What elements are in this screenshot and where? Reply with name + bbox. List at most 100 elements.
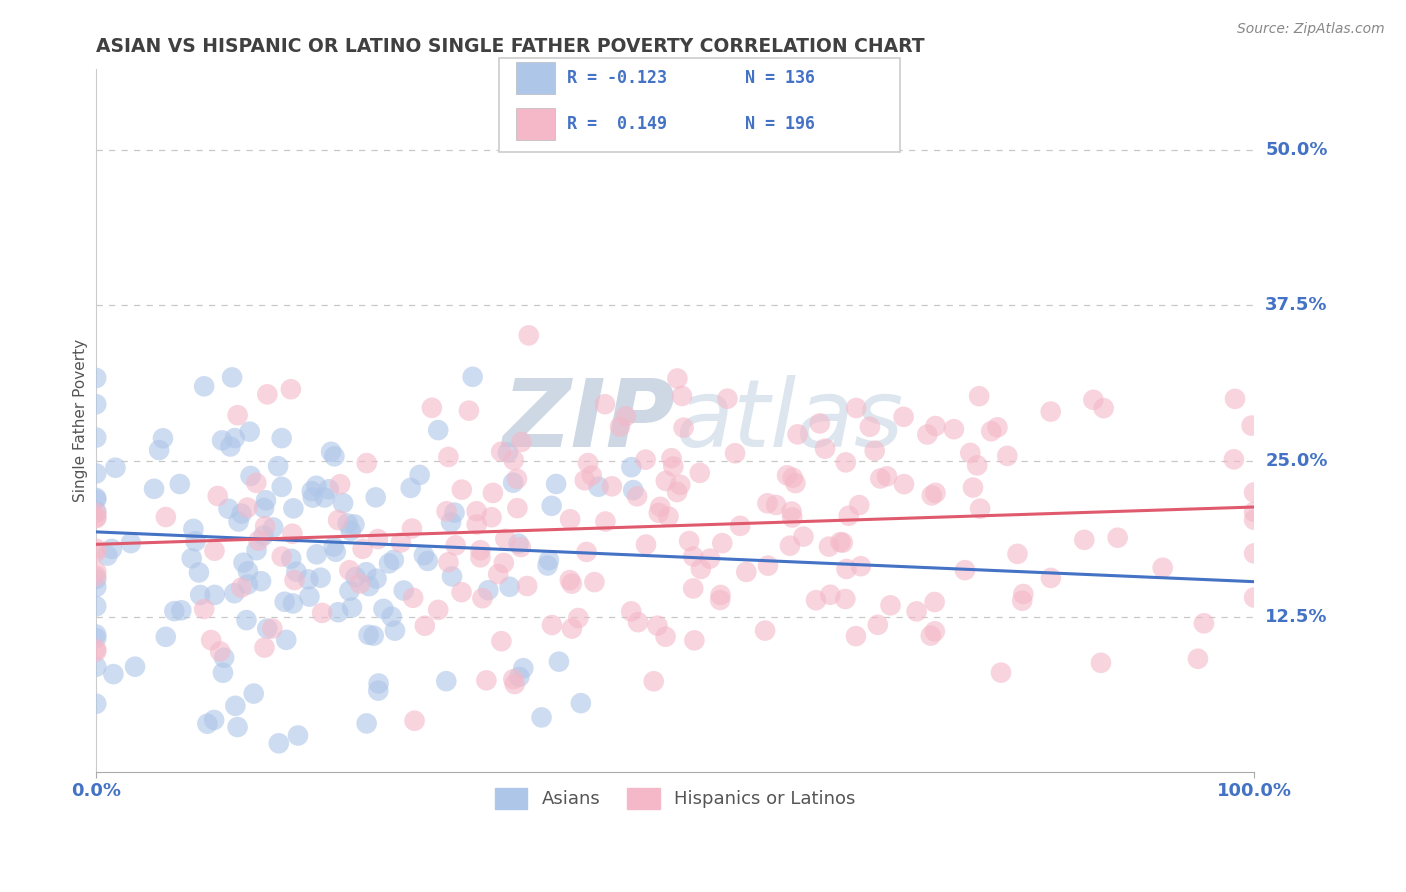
Point [1187, 652, 1209, 666]
Point [402, 591, 425, 605]
Point [1223, 452, 1246, 467]
Point [373, 602, 395, 616]
Point [262, 520, 284, 534]
Point [280, 382, 302, 396]
Point [849, 559, 872, 574]
Point [835, 455, 858, 469]
Point [512, 661, 534, 675]
Point [236, 564, 259, 578]
Point [654, 630, 676, 644]
Point [287, 729, 309, 743]
Point [560, 512, 582, 526]
Point [502, 453, 524, 467]
Point [494, 532, 516, 546]
Point [84, 697, 107, 711]
Point [482, 486, 505, 500]
Point [1092, 401, 1115, 416]
Point [366, 572, 388, 586]
Point [1039, 571, 1062, 585]
Point [325, 545, 347, 559]
Point [583, 575, 606, 590]
Point [966, 458, 988, 473]
Point [124, 659, 146, 673]
Point [84, 506, 107, 520]
Point [84, 642, 107, 657]
Point [1243, 513, 1265, 527]
Point [648, 506, 671, 520]
Point [254, 519, 277, 533]
Point [143, 482, 166, 496]
Point [600, 479, 623, 493]
Point [416, 554, 439, 568]
Point [212, 665, 235, 680]
Point [475, 673, 498, 688]
Point [942, 422, 965, 436]
Point [1192, 616, 1215, 631]
Point [1011, 593, 1033, 607]
Point [765, 498, 787, 512]
Point [301, 484, 323, 499]
Point [155, 630, 177, 644]
Point [382, 553, 405, 567]
Point [84, 431, 107, 445]
Point [820, 588, 842, 602]
Point [671, 389, 693, 403]
Point [716, 392, 738, 406]
Point [404, 714, 426, 728]
Point [226, 720, 249, 734]
Legend: Asians, Hispanics or Latinos: Asians, Hispanics or Latinos [488, 780, 863, 816]
Point [267, 459, 290, 474]
Point [434, 674, 457, 689]
Point [682, 582, 704, 596]
Point [489, 444, 512, 458]
Point [782, 471, 804, 485]
Point [356, 456, 378, 470]
Point [682, 549, 704, 564]
Point [281, 526, 304, 541]
Point [924, 419, 946, 434]
Point [399, 481, 422, 495]
Point [471, 591, 494, 606]
Point [152, 431, 174, 445]
Point [465, 504, 488, 518]
Point [270, 431, 292, 445]
Point [270, 549, 292, 564]
Point [256, 387, 278, 401]
Point [267, 736, 290, 750]
Point [626, 489, 648, 503]
Point [184, 534, 207, 549]
Point [218, 501, 240, 516]
Point [655, 474, 678, 488]
Point [503, 677, 526, 691]
Point [962, 481, 984, 495]
Point [280, 551, 302, 566]
Point [226, 408, 249, 422]
Point [814, 442, 837, 456]
Point [1243, 505, 1265, 519]
Point [84, 511, 107, 525]
Point [84, 504, 107, 518]
Point [967, 389, 990, 403]
Point [876, 469, 898, 483]
Point [1240, 418, 1263, 433]
Point [643, 674, 665, 689]
Point [239, 469, 262, 483]
Point [436, 504, 458, 518]
Point [212, 650, 235, 665]
Point [378, 557, 401, 571]
Point [231, 581, 253, 595]
Point [1107, 531, 1129, 545]
Point [537, 553, 560, 567]
Point [427, 603, 450, 617]
Point [363, 629, 385, 643]
Point [443, 506, 465, 520]
Point [477, 583, 499, 598]
Point [470, 543, 492, 558]
Point [1012, 587, 1035, 601]
Point [420, 401, 443, 415]
Point [470, 550, 492, 565]
Point [699, 551, 721, 566]
Point [202, 713, 225, 727]
Point [508, 670, 530, 684]
Point [689, 562, 711, 576]
